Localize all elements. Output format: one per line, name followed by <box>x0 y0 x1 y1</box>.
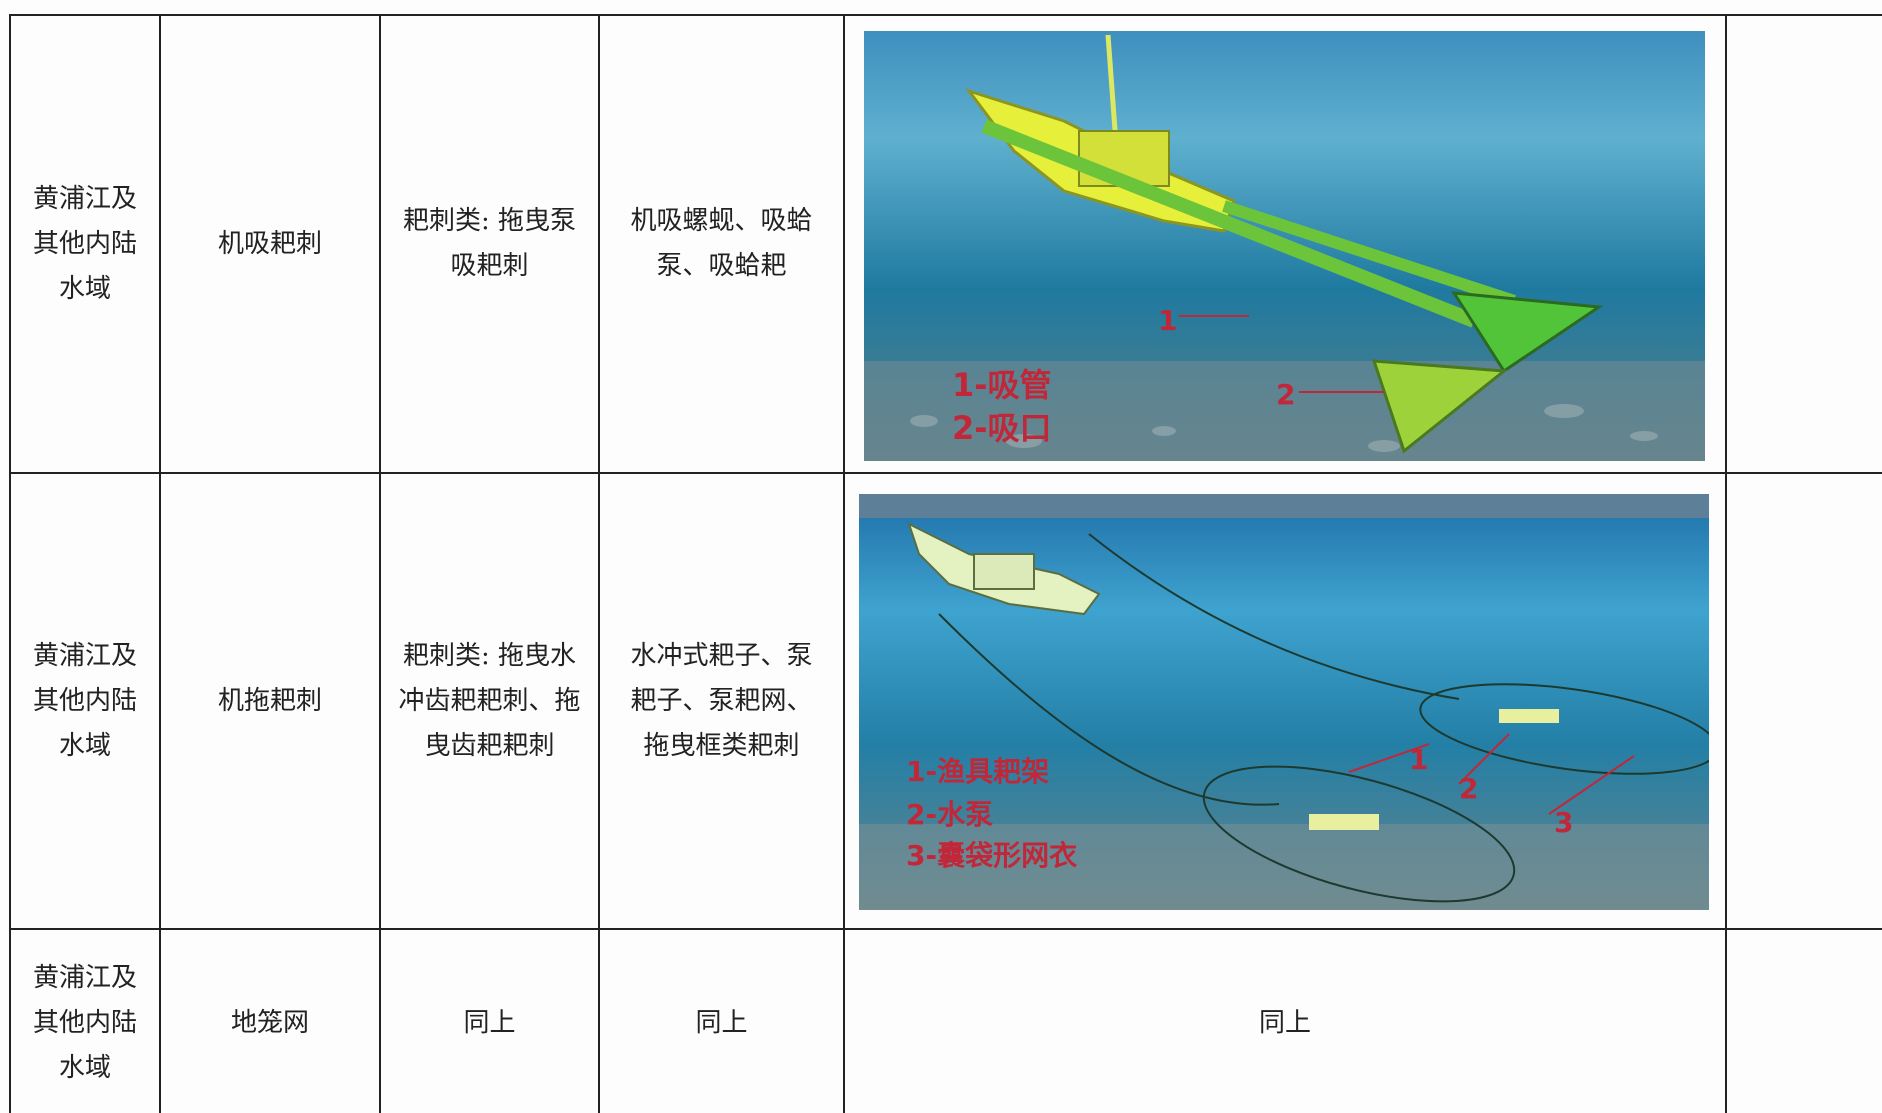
cell-text: 地笼网 <box>230 1007 309 1038</box>
legend-label: 3-囊袋形网衣 <box>906 839 1077 872</box>
callout: 2 <box>1459 772 1478 805</box>
callout: 3 <box>1554 806 1573 839</box>
cell: 黄浦江及其他内陆水域 <box>11 930 159 1113</box>
cell-text: 同上 <box>463 1007 516 1038</box>
rule <box>10 928 1882 930</box>
cell: 同上 <box>600 930 843 1113</box>
cell: 黄浦江及其他内陆水域 <box>11 474 159 928</box>
rule <box>159 14 161 1113</box>
cell-text: 黄浦江及其他内陆水域 <box>32 640 137 761</box>
rule <box>379 14 381 1113</box>
cell: 机吸螺蚬、吸蛤泵、吸蛤耙 <box>600 16 843 472</box>
illustration: 1-吸管 2-吸口 1 2 <box>864 31 1705 461</box>
rule <box>10 472 1882 474</box>
cell: 同上 <box>845 930 1725 1113</box>
cell: 水冲式耙子、泵耙子、泵耙网、拖曳框类耙刺 <box>600 474 843 928</box>
cell: 同上 <box>381 930 598 1113</box>
rule <box>9 14 11 1113</box>
callout: 1 <box>1158 304 1177 337</box>
cell: 黄浦江及其他内陆水域 <box>11 16 159 472</box>
cell-text: 水冲式耙子、泵耙子、泵耙网、拖曳框类耙刺 <box>630 640 813 761</box>
cell-text: 耙刺类: 拖曳泵吸耙刺 <box>402 206 577 281</box>
rule <box>843 14 845 1113</box>
rule <box>598 14 600 1113</box>
cell-text: 同上 <box>1258 1007 1311 1038</box>
cell: 机吸耙刺 <box>161 16 379 472</box>
rule <box>1725 14 1727 1113</box>
illustration: 1-渔具耙架 2-水泵 3-囊袋形网衣 1 2 3 <box>859 494 1709 910</box>
rule <box>10 14 1882 16</box>
cell-text: 耙刺类: 拖曳水冲齿耙耙刺、拖曳齿耙耙刺 <box>398 640 581 761</box>
cell-text: 同上 <box>695 1007 748 1038</box>
cell: 耙刺类: 拖曳泵吸耙刺 <box>381 16 598 472</box>
cell-text: 机拖耙刺 <box>217 685 322 716</box>
cell: 地笼网 <box>161 930 379 1113</box>
callout: 2 <box>1276 378 1295 411</box>
callout: 1 <box>1409 743 1428 776</box>
cell: 机拖耙刺 <box>161 474 379 928</box>
legend-label: 2-水泵 <box>906 798 993 831</box>
legend-label: 2-吸口 <box>952 409 1052 447</box>
cell-text: 黄浦江及其他内陆水域 <box>32 183 137 304</box>
legend-label: 1-吸管 <box>952 366 1052 404</box>
legend-label: 1-渔具耙架 <box>906 755 1049 788</box>
cell-text: 黄浦江及其他内陆水域 <box>32 962 137 1083</box>
cell-text: 机吸耙刺 <box>217 228 322 259</box>
cell: 耙刺类: 拖曳水冲齿耙耙刺、拖曳齿耙耙刺 <box>381 474 598 928</box>
cell-text: 机吸螺蚬、吸蛤泵、吸蛤耙 <box>630 206 813 281</box>
